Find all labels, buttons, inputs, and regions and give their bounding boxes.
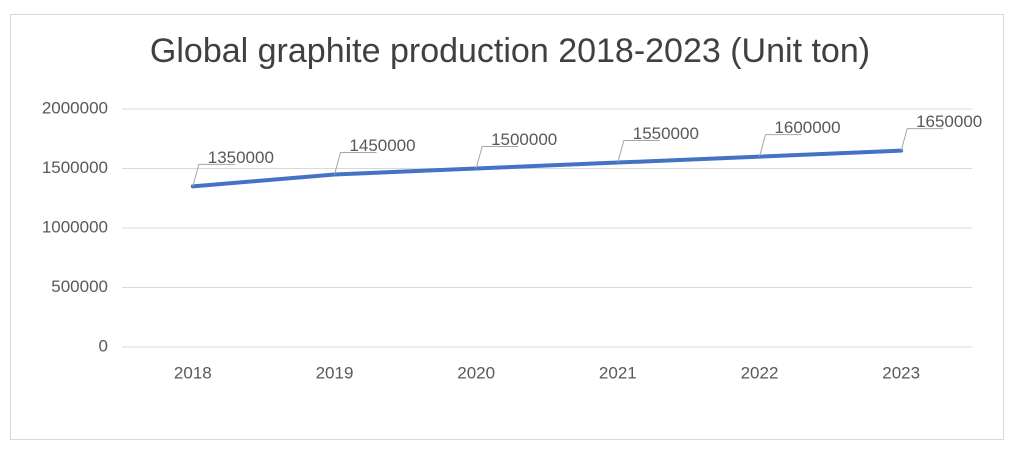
- data-label: 1600000: [774, 118, 840, 137]
- y-tick-label: 0: [99, 336, 108, 355]
- x-tick-label: 2022: [741, 363, 779, 382]
- x-tick-label: 2023: [882, 363, 920, 382]
- x-tick-label: 2018: [174, 363, 212, 382]
- leader-line: [475, 146, 519, 169]
- data-label: 1550000: [633, 124, 699, 143]
- y-tick-label: 1000000: [42, 217, 108, 236]
- data-label: 1500000: [491, 130, 557, 149]
- y-tick-label: 1500000: [42, 158, 108, 177]
- data-label: 1450000: [349, 136, 415, 155]
- x-tick-label: 2019: [316, 363, 354, 382]
- data-label: 1650000: [916, 112, 982, 131]
- line: [190, 148, 904, 189]
- leader-line: [900, 128, 944, 151]
- y-tick-label: 500000: [51, 277, 108, 296]
- chart-frame: [10, 14, 1004, 440]
- leader-line: [759, 134, 802, 157]
- y-tick-label: 2000000: [42, 98, 108, 117]
- chart-title: Global graphite production 2018-2023 (Un…: [149, 32, 871, 70]
- leader-line: [334, 151, 377, 175]
- x-tick-label: 2020: [457, 363, 495, 382]
- leader-line: [617, 140, 660, 163]
- x-tick-label: 2021: [599, 363, 637, 382]
- data-label: 1350000: [208, 148, 274, 167]
- leader-line: [192, 163, 235, 187]
